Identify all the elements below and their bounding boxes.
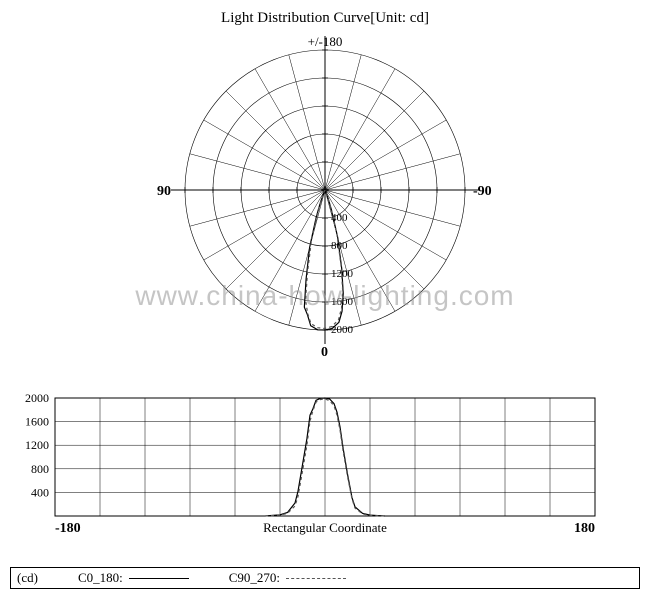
svg-text:2000: 2000 bbox=[25, 391, 49, 405]
svg-text:0: 0 bbox=[321, 345, 328, 360]
legend-item-c90: C90_270: bbox=[229, 570, 346, 586]
svg-text:180: 180 bbox=[574, 521, 595, 536]
svg-text:1600: 1600 bbox=[25, 415, 49, 429]
chart-title: Light Distribution Curve[Unit: cd] bbox=[10, 10, 640, 27]
svg-text:1200: 1200 bbox=[25, 438, 49, 452]
svg-text:-180: -180 bbox=[55, 521, 81, 536]
legend-line-c0 bbox=[129, 578, 189, 579]
legend-line-c90 bbox=[286, 578, 346, 579]
rect-chart-container: 400 800 1200 1600 2000 -180 180 Rectangular Coo… bbox=[10, 390, 640, 589]
svg-text:+/-180: +/-180 bbox=[308, 35, 343, 49]
rect-chart: 400 800 1200 1600 2000 -180 180 Rectangular Coo… bbox=[10, 390, 610, 560]
svg-text:-90: -90 bbox=[473, 184, 492, 199]
polar-chart-container: 400800120016002000+/-18090-900 bbox=[10, 35, 640, 370]
polar-chart: 400800120016002000+/-18090-900 bbox=[75, 35, 575, 365]
svg-text:90: 90 bbox=[157, 184, 171, 199]
legend-label-c90: C90_270: bbox=[229, 570, 280, 586]
svg-text:800: 800 bbox=[31, 462, 49, 476]
legend-unit: (cd) bbox=[17, 570, 38, 586]
svg-text:400: 400 bbox=[31, 485, 49, 499]
legend-item-c0: C0_180: bbox=[78, 570, 189, 586]
svg-text:Rectangular Coordinate: Rectangular Coordinate bbox=[263, 520, 387, 535]
legend: (cd) C0_180: C90_270: bbox=[10, 567, 640, 589]
legend-label-c0: C0_180: bbox=[78, 570, 123, 586]
